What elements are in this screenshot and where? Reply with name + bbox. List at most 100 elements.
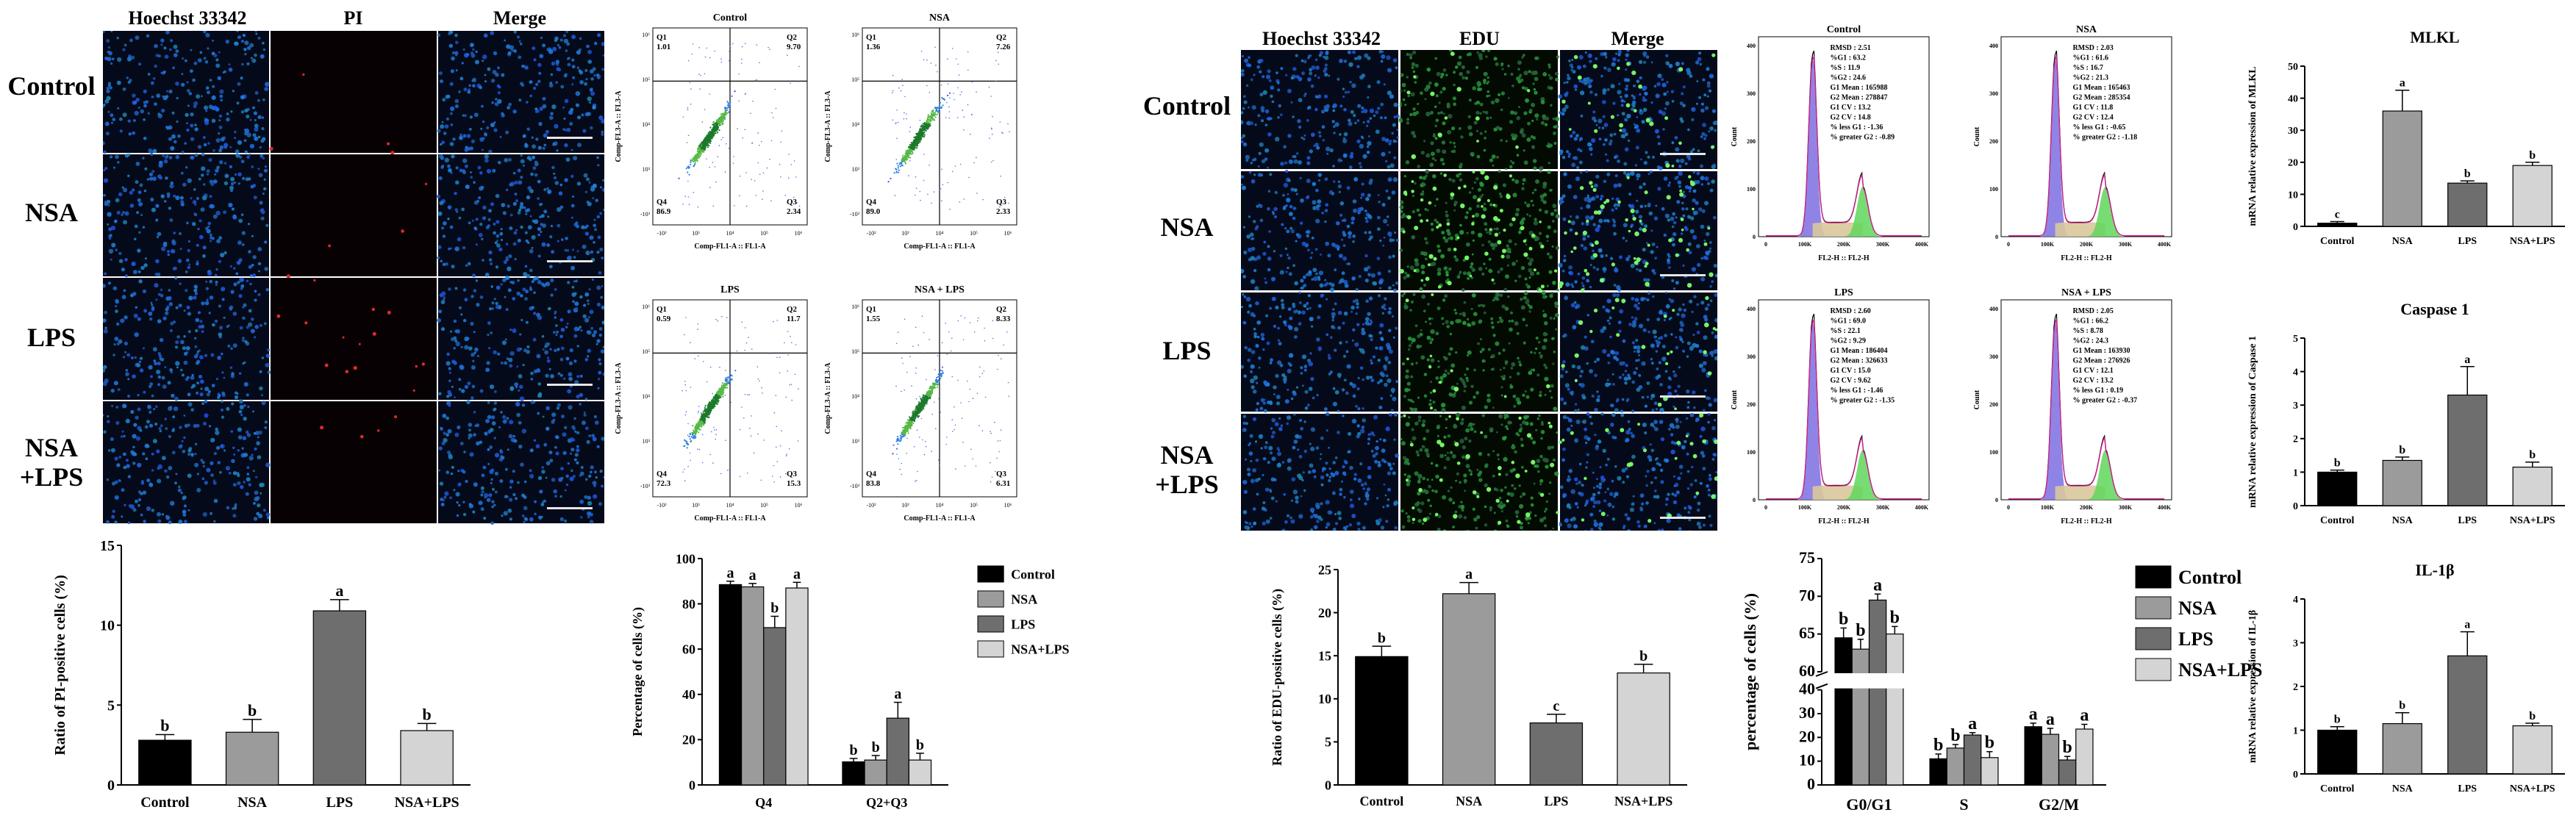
y-axis-label: Percentage of cells (%) — [630, 607, 645, 736]
bar — [2447, 394, 2488, 506]
micro-image — [1558, 48, 1719, 171]
cc-y-tick: 0 — [1753, 234, 1756, 240]
y-axis-label: percentage of cells (%) — [1741, 593, 1759, 750]
y-tick: 10 — [1318, 692, 1331, 706]
y-tick: 0 — [2293, 222, 2298, 233]
pi-grid-svg — [101, 29, 607, 525]
significance-letter: a — [2080, 706, 2089, 725]
micro-image — [1400, 412, 1559, 535]
legend-swatch — [977, 565, 1004, 583]
bar — [1442, 593, 1496, 786]
legend-swatch — [2135, 627, 2172, 650]
significance-letter: b — [2529, 710, 2536, 722]
cell-cycle-histogram: Control 0 100K 200K 300K 400K 0 100 200 300 400 FL2… — [1731, 24, 1930, 262]
significance-letter: b — [2334, 714, 2341, 726]
y-tick: 20 — [682, 733, 695, 747]
cc-stat-line: G1 CV : 11.8 — [2072, 104, 2113, 112]
legend-swatch — [977, 640, 1004, 658]
cc-y-tick: 100 — [1747, 449, 1756, 456]
bar — [2512, 466, 2552, 506]
bar — [2382, 722, 2422, 775]
cc-x-tick: 100K — [1798, 241, 1812, 248]
cc-stat-line: % less G1 : -1.46 — [1830, 387, 1883, 395]
y-tick: 4 — [2293, 595, 2298, 606]
significance-letter: b — [916, 737, 924, 753]
x-tick-label: G0/G1 — [1846, 795, 1892, 814]
cc-stat-line: % less G1 : -0.65 — [2072, 123, 2125, 132]
y-axis-label: Ratio of PI-positive cells (%) — [52, 575, 68, 756]
quadrant-name: Q4 — [656, 470, 668, 478]
significance-letter: a — [1465, 567, 1473, 583]
y-tick: 5 — [1325, 735, 1331, 750]
x-tick-label: Control — [2320, 515, 2355, 526]
x-tick-label: NSA+LPS — [2510, 783, 2555, 794]
y-tick: 60 — [1799, 661, 1815, 680]
cc-stat-line: %S : 8.78 — [2072, 327, 2103, 335]
flow-x-tick: 10⁶ — [795, 230, 803, 237]
micro-image — [101, 399, 271, 525]
flow-x-tick: 10⁴ — [936, 230, 944, 237]
cc-y-tick: 0 — [1995, 497, 1998, 503]
quadrant-value: 15.3 — [787, 479, 801, 488]
cc-stat-line: RMSD : 2.05 — [2072, 307, 2113, 315]
cc-stat-line: G2 Mean : 326633 — [1830, 357, 1887, 365]
significance-letter: a — [2029, 705, 2038, 724]
bar — [2382, 459, 2422, 506]
significance-letter: b — [423, 705, 432, 723]
flow-x-tick: 10⁶ — [1004, 230, 1012, 237]
cc-plot-title: NSA + LPS — [2061, 287, 2111, 298]
quadrant-value: 8.33 — [996, 315, 1011, 323]
cc-stat-line: G1 Mean : 186404 — [1830, 347, 1887, 355]
bar — [741, 586, 765, 786]
quadrant-name: Q3 — [996, 198, 1007, 207]
x-tick-label: LPS — [2458, 236, 2477, 247]
edu-row-label-lps: LPS — [1162, 336, 1212, 365]
cc-x-tick: 200K — [1837, 504, 1851, 511]
micro-image — [437, 29, 606, 154]
cc-stat-line: %S : 22.1 — [1830, 327, 1860, 335]
quadrant-value: 11.7 — [787, 315, 801, 323]
cc-y-tick: 200 — [1747, 401, 1756, 408]
cc-stat-line: %S : 11.9 — [1830, 64, 1860, 72]
legend-label: LPS — [2178, 628, 2214, 650]
pi-row-label-nsa-lps: NSA +LPS — [19, 433, 84, 492]
edu-col-label-merge: Merge — [1611, 28, 1664, 49]
cc-x-tick: 400K — [2158, 504, 2172, 511]
quadrant-value: 83.8 — [866, 479, 881, 488]
bar — [718, 584, 743, 786]
quadrant-value: 0.59 — [656, 315, 671, 323]
flow-x-tick: -10³ — [656, 502, 667, 509]
bar-break — [1834, 673, 1853, 689]
micro-image — [1239, 49, 1400, 169]
x-tick-label: Control — [140, 794, 190, 811]
significance-letter: c — [1553, 698, 1559, 714]
flow-plot-title: Control — [713, 12, 748, 24]
significance-letter: b — [2399, 700, 2405, 712]
flow-x-tick: 10³ — [901, 502, 909, 509]
cc-x-tick: 0 — [2007, 241, 2010, 248]
y-tick: 75 — [1799, 548, 1815, 567]
flow-y-label: Comp-FL3-A :: FL3-A — [615, 362, 623, 434]
flow-y-tick: 10⁶ — [642, 304, 650, 310]
cc-x-label: FL2-H :: FL2-H — [2061, 517, 2112, 525]
scale-bar — [1660, 395, 1706, 398]
flow-x-tick: 10⁵ — [970, 502, 978, 509]
micro-image — [438, 400, 606, 525]
cc-y-tick: 300 — [1989, 90, 1998, 97]
y-axis-label: mRNA relative expression of Caspase 1 — [2247, 336, 2258, 508]
y-tick: 70 — [1799, 586, 1815, 604]
edu-row-label-nsa-lps: NSA +LPS — [1155, 440, 1219, 499]
cell-cycle-histogram: NSA + LPS 0 100K 200K 300K 400K 0 100 200 300 400 F… — [1973, 287, 2172, 525]
cc-y-tick: 0 — [1995, 234, 1998, 240]
micro-image — [1398, 48, 1560, 171]
cc-stat-line: % greater G2 : -0.37 — [2072, 397, 2137, 405]
cc-x-label: FL2-H :: FL2-H — [2061, 254, 2112, 262]
cc-stat-line: RMSD : 2.03 — [2072, 44, 2113, 52]
y-tick: 0 — [107, 778, 115, 794]
cc-stat-line: G2 Mean : 278847 — [1830, 94, 1887, 102]
flow-y-tick: 10⁵ — [642, 76, 650, 83]
flow-y-tick: 10⁵ — [851, 348, 859, 355]
